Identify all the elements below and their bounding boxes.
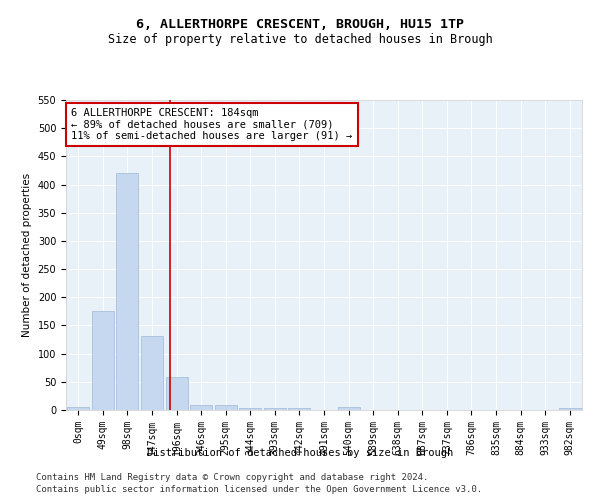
Text: Contains HM Land Registry data © Crown copyright and database right 2024.: Contains HM Land Registry data © Crown c…	[36, 472, 428, 482]
Bar	[559, 408, 581, 410]
Text: Distribution of detached houses by size in Brough: Distribution of detached houses by size …	[147, 448, 453, 458]
Bar	[116, 174, 139, 410]
Bar	[215, 406, 237, 410]
Text: Contains public sector information licensed under the Open Government Licence v3: Contains public sector information licen…	[36, 485, 482, 494]
Bar	[289, 408, 310, 410]
Text: 6 ALLERTHORPE CRESCENT: 184sqm
← 89% of detached houses are smaller (709)
11% of: 6 ALLERTHORPE CRESCENT: 184sqm ← 89% of …	[71, 108, 352, 141]
Y-axis label: Number of detached properties: Number of detached properties	[22, 173, 32, 337]
Bar	[264, 408, 286, 410]
Bar	[67, 407, 89, 410]
Bar	[92, 312, 114, 410]
Text: 6, ALLERTHORPE CRESCENT, BROUGH, HU15 1TP: 6, ALLERTHORPE CRESCENT, BROUGH, HU15 1T…	[136, 18, 464, 30]
Bar	[190, 406, 212, 410]
Text: Size of property relative to detached houses in Brough: Size of property relative to detached ho…	[107, 32, 493, 46]
Bar	[166, 378, 188, 410]
Bar	[338, 407, 359, 410]
Bar	[239, 408, 262, 410]
Bar	[141, 336, 163, 410]
